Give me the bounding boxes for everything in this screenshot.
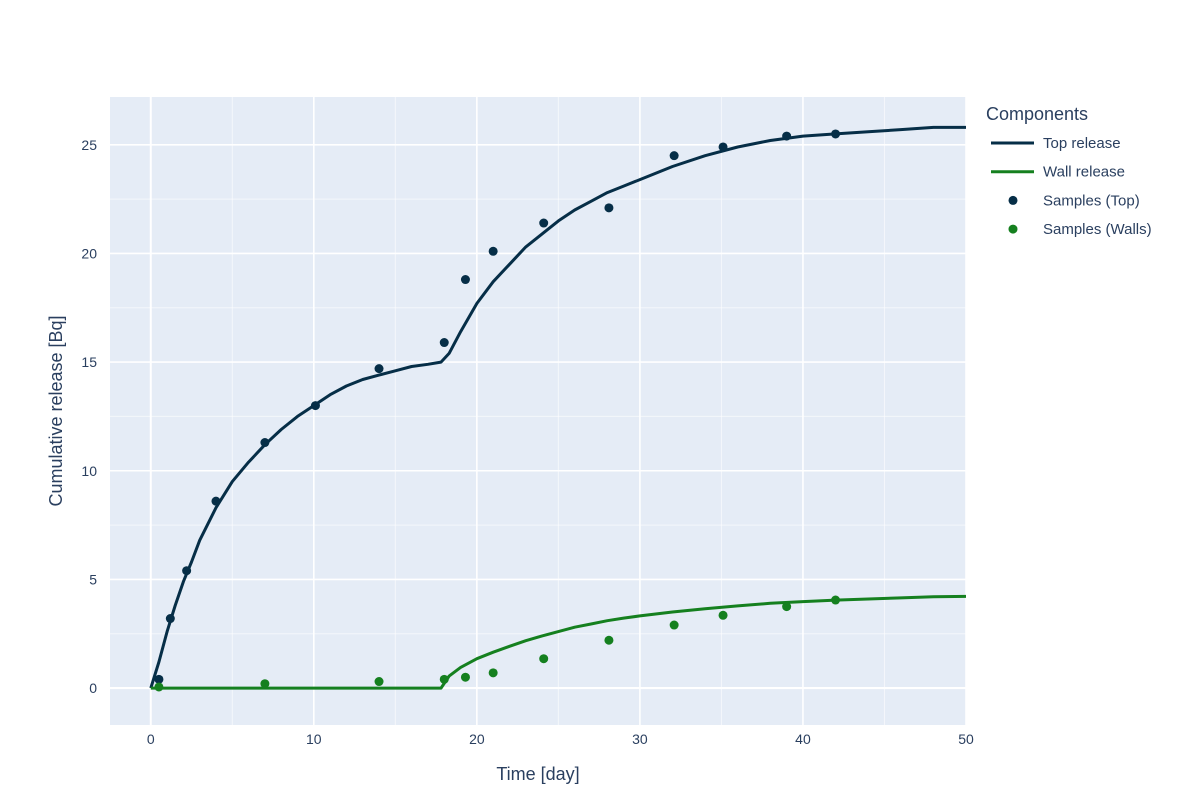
series-markers: [154, 129, 841, 692]
samples-top-point: [165, 614, 175, 624]
samples-walls-point: [539, 654, 549, 664]
samples-top-point: [260, 438, 270, 448]
x-tick-label: 30: [632, 731, 648, 747]
gridlines: [110, 97, 967, 725]
samples-top-point: [669, 151, 679, 161]
samples-top-point: [211, 496, 221, 506]
plot-background: [110, 97, 966, 725]
samples-top-point: [154, 674, 164, 684]
samples-walls-point: [488, 668, 498, 678]
legend-label-wall-release: Wall release: [1043, 164, 1125, 181]
y-tick-label: 15: [81, 354, 97, 370]
samples-walls-point: [374, 677, 384, 687]
legend-label-samples-top: Samples (Top): [1043, 192, 1140, 209]
top-release-line: [149, 125, 966, 689]
x-tick-label: 40: [795, 731, 811, 747]
y-axis-ticks: 0 5 10 15 20 25: [81, 137, 97, 696]
samples-walls-point: [260, 679, 270, 689]
samples-walls-point: [604, 635, 614, 645]
legend-label-samples-walls: Samples (Walls): [1043, 221, 1152, 238]
y-tick-label: 10: [81, 463, 97, 479]
legend-swatch-samples-top: [1008, 195, 1018, 205]
y-tick-label: 0: [89, 680, 97, 696]
y-tick-label: 25: [81, 137, 97, 153]
samples-top-point: [604, 203, 614, 213]
x-axis-ticks: 0 10 20 30 40 50: [147, 731, 974, 747]
legend-swatch-samples-walls: [1008, 224, 1018, 234]
x-axis-title: Time [day]: [496, 764, 579, 784]
samples-walls-point: [718, 610, 728, 620]
samples-top-point: [718, 142, 728, 152]
x-tick-label: 0: [147, 731, 155, 747]
y-tick-label: 5: [89, 571, 97, 587]
samples-top-point: [782, 131, 792, 141]
samples-top-point: [374, 364, 384, 374]
samples-top-point: [182, 566, 192, 576]
samples-top-point: [488, 246, 498, 256]
samples-top-point: [539, 218, 549, 228]
samples-top-point: [310, 401, 320, 411]
legend-title: Components: [986, 104, 1088, 124]
samples-top-point: [460, 275, 470, 285]
samples-walls-point: [831, 595, 841, 605]
legend-label-top-release: Top release: [1043, 135, 1121, 152]
x-tick-label: 10: [306, 731, 322, 747]
samples-walls-point: [439, 674, 449, 684]
samples-walls-point: [154, 682, 164, 692]
y-tick-label: 20: [81, 245, 97, 261]
legend: Components Top release Wall release Sample…: [986, 104, 1152, 238]
samples-top-point: [831, 129, 841, 139]
x-tick-label: 20: [469, 731, 485, 747]
samples-walls-point: [669, 620, 679, 630]
samples-top-point: [439, 338, 449, 348]
samples-walls-point: [782, 602, 792, 612]
samples-walls-point: [460, 672, 470, 682]
y-axis-title: Cumulative release [Bq]: [46, 315, 66, 506]
x-tick-label: 50: [958, 731, 974, 747]
